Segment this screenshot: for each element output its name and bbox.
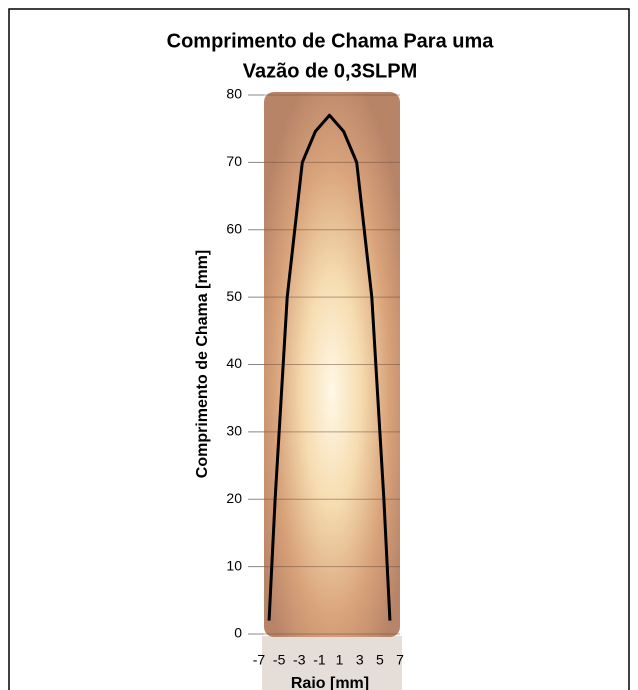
x-tick-label: -7 bbox=[253, 652, 266, 668]
x-tick-label: 7 bbox=[396, 652, 404, 668]
y-tick-label: 80 bbox=[226, 86, 242, 102]
y-axis-label: Comprimento de Chama [mm] bbox=[194, 250, 211, 478]
chart-subtitle: Vazão de 0,3SLPM bbox=[243, 60, 418, 82]
y-tick-label: 0 bbox=[234, 625, 242, 641]
y-tick-label: 60 bbox=[226, 220, 242, 236]
x-tick-label: -5 bbox=[273, 652, 286, 668]
x-tick-label: -3 bbox=[293, 652, 306, 668]
x-tick-label: -1 bbox=[313, 652, 326, 668]
x-tick-label: 3 bbox=[356, 652, 364, 668]
x-tick-label: 1 bbox=[336, 652, 344, 668]
x-tick-label: 5 bbox=[376, 652, 384, 668]
y-tick-label: 40 bbox=[226, 355, 242, 371]
chart: Comprimento de Chama Para uma Vazão de 0… bbox=[0, 0, 638, 690]
y-tick-label: 20 bbox=[226, 490, 242, 506]
y-tick-label: 50 bbox=[226, 288, 242, 304]
y-tick-label: 70 bbox=[226, 153, 242, 169]
y-tick-label: 10 bbox=[226, 557, 242, 573]
y-tick-label: 30 bbox=[226, 423, 242, 439]
chart-title: Comprimento de Chama Para uma bbox=[167, 30, 495, 52]
x-axis-label: Raio [mm] bbox=[291, 675, 369, 690]
page: Comprimento de Chama Para uma Vazão de 0… bbox=[0, 0, 638, 690]
